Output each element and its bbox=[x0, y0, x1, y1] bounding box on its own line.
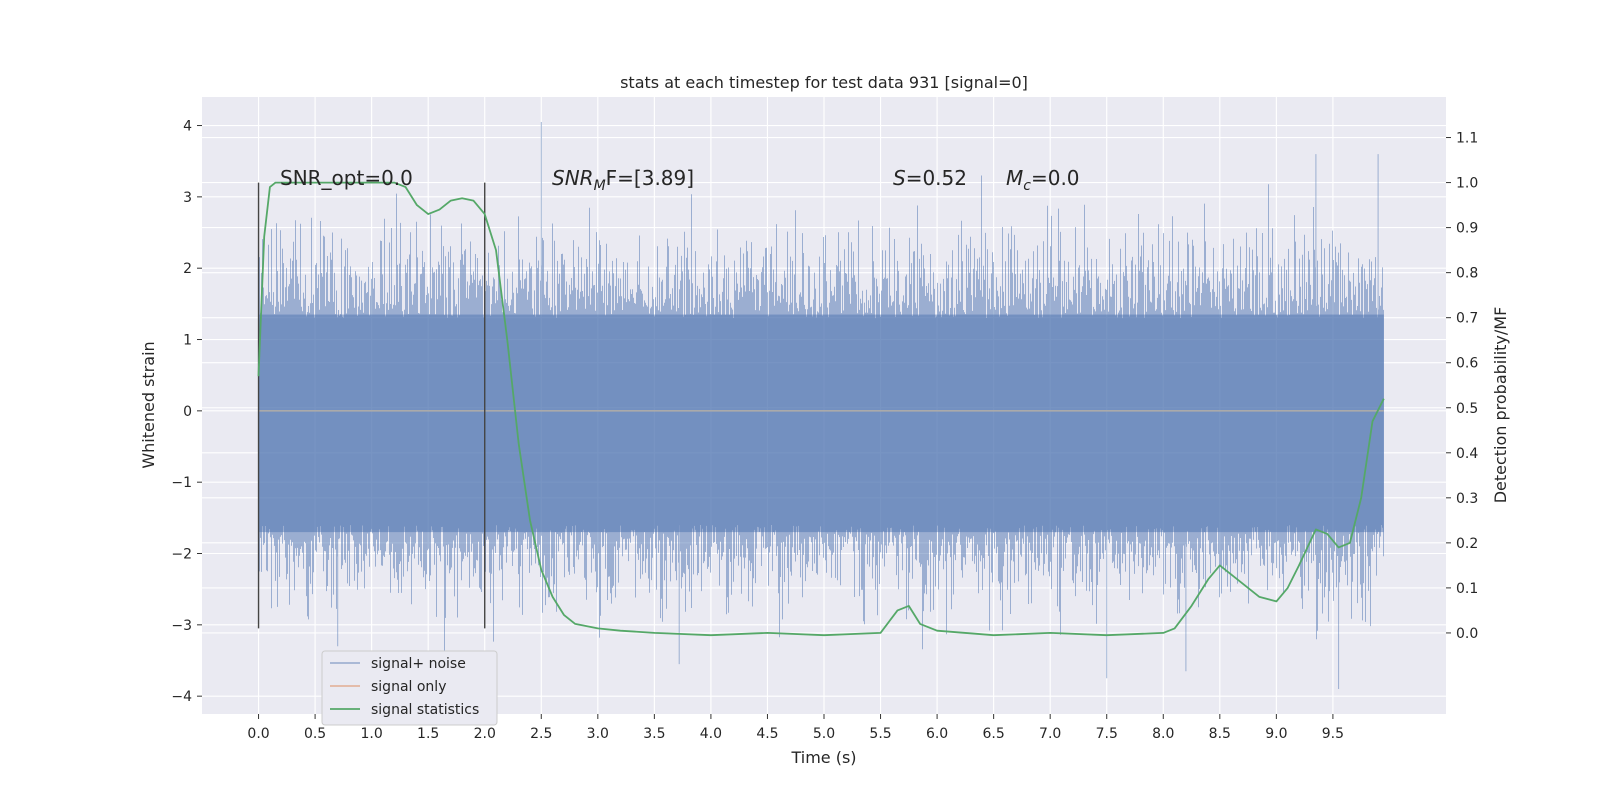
x-tick-label: 1.5 bbox=[417, 726, 439, 742]
x-tick-label: 5.5 bbox=[869, 726, 891, 742]
y2-tick-label: 0.8 bbox=[1456, 266, 1478, 282]
legend: signal+ noise signal only signal statist… bbox=[321, 650, 498, 726]
signal-statistics-line bbox=[257, 181, 1385, 637]
x-tick-label: 2.5 bbox=[530, 726, 552, 742]
y-axis-label: Whitened strain bbox=[139, 341, 158, 468]
y2-tick-label: 0.9 bbox=[1456, 221, 1478, 237]
annotation-s-value: =0.52 bbox=[906, 166, 967, 190]
legend-label-noise: signal+ noise bbox=[371, 656, 466, 672]
x-tick-label: 3.5 bbox=[643, 726, 665, 742]
y-tick-label: 2 bbox=[183, 261, 192, 277]
x-tick-label: 6.0 bbox=[926, 726, 948, 742]
x-tick-label: 1.0 bbox=[361, 726, 383, 742]
y2-axis-label: Detection probability/MF bbox=[1491, 307, 1510, 504]
annotation-snr-mf-rest: F=[3.89] bbox=[606, 166, 694, 190]
x-tick-label: 0.0 bbox=[247, 726, 269, 742]
x-tick-label: 6.5 bbox=[983, 726, 1005, 742]
annotation-s-symbol: S bbox=[893, 166, 906, 190]
y-tick-label: 1 bbox=[183, 333, 192, 349]
y2-tick-label: 0.4 bbox=[1456, 446, 1478, 462]
y-tick-label: −4 bbox=[171, 689, 192, 705]
noise-series bbox=[258, 122, 1384, 689]
annotation-snr-mf: SNRMF=[3.89] bbox=[552, 166, 694, 194]
annotation-mc-sub: c bbox=[1023, 178, 1031, 194]
annotation-s: S=0.52 bbox=[893, 166, 967, 190]
x-tick-label: 7.0 bbox=[1039, 726, 1061, 742]
annotation-snr-opt: SNR_opt=0.0 bbox=[280, 166, 413, 190]
tick-layer: 0.0 0.5 1.0 1.5 2.0 2.5 3.0 3.5 4.0 4.5 5.0 5.5 6.0 6… bbox=[171, 119, 1478, 742]
annotation-mc: Mc=0.0 bbox=[1006, 166, 1080, 194]
y2-tick-label: 0.0 bbox=[1456, 626, 1478, 642]
legend-label-signal: signal only bbox=[371, 679, 446, 695]
x-tick-label: 8.0 bbox=[1152, 726, 1174, 742]
y2-tick-label: 0.5 bbox=[1456, 401, 1478, 417]
x-tick-label: 9.0 bbox=[1265, 726, 1287, 742]
x-axis-label: Time (s) bbox=[790, 748, 856, 767]
x-tick-label: 4.5 bbox=[756, 726, 778, 742]
y-tick-label: 0 bbox=[183, 404, 192, 420]
chart-title: stats at each timestep for test data 931… bbox=[620, 73, 1028, 92]
x-tick-label: 5.0 bbox=[813, 726, 835, 742]
x-tick-label: 7.5 bbox=[1096, 726, 1118, 742]
y-tick-label: −1 bbox=[171, 475, 192, 491]
y2-tick-label: 0.7 bbox=[1456, 311, 1478, 327]
x-tick-label: 8.5 bbox=[1209, 726, 1231, 742]
legend-box bbox=[321, 650, 498, 726]
x-tick-label: 4.0 bbox=[700, 726, 722, 742]
y2-tick-label: 0.2 bbox=[1456, 536, 1478, 552]
annotation-snr-mf-base: SNR bbox=[552, 166, 594, 190]
line-layer bbox=[257, 181, 1385, 637]
y-tick-label: 4 bbox=[183, 119, 192, 135]
y2-tick-label: 1.0 bbox=[1456, 176, 1478, 192]
y-tick-label: 3 bbox=[183, 190, 192, 206]
y-tick-label: −2 bbox=[171, 547, 192, 563]
y2-tick-label: 0.1 bbox=[1456, 581, 1478, 597]
annotation-mc-value: =0.0 bbox=[1031, 166, 1080, 190]
legend-label-stats: signal statistics bbox=[371, 702, 479, 718]
x-tick-label: 2.0 bbox=[474, 726, 496, 742]
annotation-snr-mf-sub: M bbox=[594, 178, 606, 194]
y2-tick-label: 0.3 bbox=[1456, 491, 1478, 507]
y2-tick-label: 1.1 bbox=[1456, 131, 1478, 147]
x-tick-label: 9.5 bbox=[1322, 726, 1344, 742]
y-tick-label: −3 bbox=[171, 618, 192, 634]
x-tick-label: 3.0 bbox=[587, 726, 609, 742]
y2-tick-label: 0.6 bbox=[1456, 356, 1478, 372]
annotation-mc-symbol: M bbox=[1006, 166, 1023, 190]
x-tick-label: 0.5 bbox=[304, 726, 326, 742]
